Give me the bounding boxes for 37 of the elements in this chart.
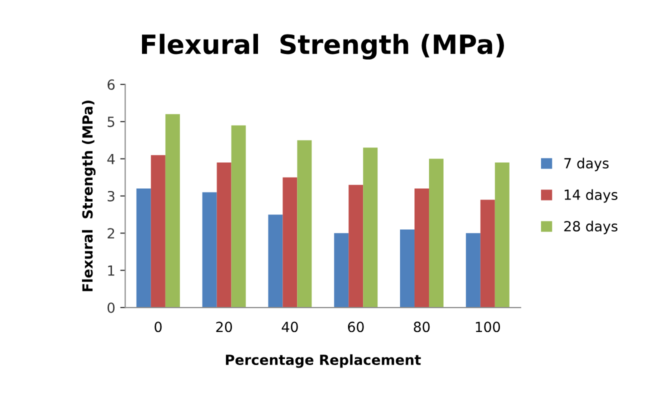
x-tick-label: 0: [154, 322, 162, 332]
x-tick-label: 100: [476, 322, 500, 332]
bar: [216, 162, 232, 308]
bar: [334, 233, 349, 308]
x-tick-label: 80: [414, 322, 430, 332]
x-tick-label: 60: [348, 322, 364, 332]
y-axis-title: Flexural Strength (MPa): [82, 100, 96, 292]
bar: [494, 162, 510, 308]
bar: [414, 188, 430, 308]
legend-label: 28 days: [564, 220, 618, 234]
bar: [400, 229, 415, 308]
y-tick-label: 2: [108, 228, 114, 238]
y-tick-label: 1: [108, 265, 114, 276]
bar: [348, 184, 364, 308]
x-axis-title: Percentage Replacement: [226, 354, 421, 368]
bar: [136, 188, 151, 308]
bar: [202, 192, 217, 308]
bar: [480, 200, 495, 308]
bar: [165, 114, 180, 308]
y-tick-label: 0: [108, 302, 115, 314]
bar: [231, 125, 246, 308]
bar: [150, 155, 166, 308]
y-tick-label: 5: [108, 116, 114, 128]
legend-label: 7 days: [564, 158, 609, 172]
chart-title: Flexural Strength (MPa): [142, 34, 504, 60]
bar: [429, 158, 444, 308]
y-tick-label: 3: [108, 190, 114, 202]
bar: [363, 148, 378, 308]
y-tick-label: 4: [107, 154, 115, 164]
y-tick-label: 6: [108, 79, 115, 90]
x-tick-label: 40: [282, 322, 298, 332]
bar: [268, 214, 283, 308]
x-tick-label: 20: [216, 322, 232, 332]
bar: [297, 140, 312, 308]
legend-label: 14 days: [564, 189, 618, 203]
bar: [466, 233, 480, 308]
bar: [282, 177, 298, 308]
